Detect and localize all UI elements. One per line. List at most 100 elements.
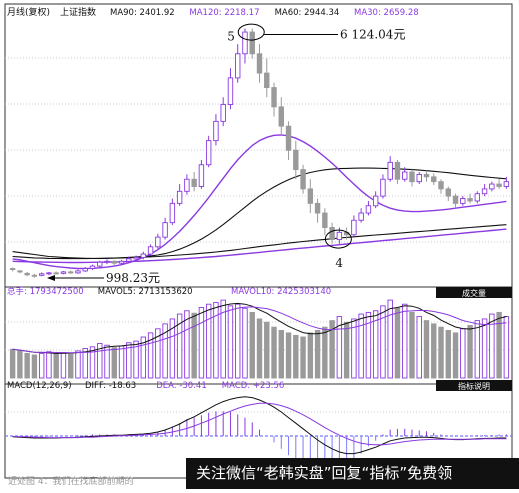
volume-bar xyxy=(416,316,422,379)
candle-body xyxy=(155,236,161,248)
candle-body xyxy=(351,219,357,236)
candle-body xyxy=(329,227,335,241)
volume-bar xyxy=(198,307,205,379)
volume-bar xyxy=(31,354,38,379)
chart-frame xyxy=(4,3,513,479)
volume-button-bg xyxy=(436,287,512,298)
candle-body xyxy=(285,125,292,151)
candle-body xyxy=(176,190,183,204)
macd-dea-line xyxy=(12,402,507,446)
volume-bar xyxy=(68,353,74,379)
candle-body xyxy=(191,178,197,187)
volume-bar xyxy=(387,299,393,379)
volume-bar xyxy=(365,311,372,379)
volume-bar xyxy=(9,348,16,379)
volume-bar xyxy=(307,332,314,379)
candle-body xyxy=(17,270,23,273)
volume-bar xyxy=(60,352,67,379)
volume-bar xyxy=(503,316,510,379)
peak-number-label: 5 xyxy=(227,29,235,43)
candle-body xyxy=(322,212,328,228)
candle-body xyxy=(24,272,30,276)
candle-body xyxy=(409,171,415,183)
ma-line-ma30 xyxy=(12,134,507,270)
candle-body xyxy=(336,231,343,241)
volume-bar xyxy=(169,318,176,379)
candle-body xyxy=(489,183,495,190)
volume-bar xyxy=(140,336,147,379)
volume-bar xyxy=(191,312,197,379)
volume-bar xyxy=(89,346,96,379)
volume-bar xyxy=(438,326,444,379)
volume-bar xyxy=(423,320,430,379)
volume-bar xyxy=(329,320,335,379)
low-arrow-head xyxy=(47,275,55,281)
volume-bar xyxy=(402,303,408,379)
macd-legend-item: DIFF: -18.63 xyxy=(85,381,136,391)
volume-bar xyxy=(452,332,459,379)
volume-bar xyxy=(285,332,292,379)
candle-body xyxy=(82,268,88,272)
volume-bar xyxy=(271,326,277,379)
candle-body xyxy=(235,53,241,79)
volume-bar xyxy=(104,344,110,379)
peak-price-label: 6 124.04元 xyxy=(340,27,405,41)
volume-bar xyxy=(380,305,386,379)
candle-body xyxy=(38,273,45,276)
candle-body xyxy=(53,272,59,275)
peak-circle xyxy=(237,23,265,41)
candle-body xyxy=(213,120,219,142)
volume-bar xyxy=(205,303,212,379)
candle-body xyxy=(358,212,364,221)
ma-legend-item: MA60: 2944.34 xyxy=(275,8,340,18)
mavol-line xyxy=(12,302,507,354)
mavol-line xyxy=(12,306,507,354)
macd-legend-item: MACD: +23.56 xyxy=(222,381,285,391)
candle-body xyxy=(372,195,379,207)
volume-bar xyxy=(162,323,168,379)
volume-bar xyxy=(256,318,263,379)
candle-body xyxy=(307,188,314,204)
volume-bar xyxy=(394,307,401,379)
volume-bar xyxy=(75,350,81,379)
candle-body xyxy=(438,181,444,190)
volume-bar xyxy=(322,326,328,379)
candle-body xyxy=(474,193,481,202)
volume-bar xyxy=(358,313,364,379)
macd-diff-line xyxy=(12,396,507,455)
volume-bar xyxy=(300,336,306,379)
volume-bar xyxy=(293,334,299,379)
ma-line-ma120 xyxy=(12,228,507,264)
volume-legend-item: MAVOL10: 2425303140 xyxy=(231,287,331,297)
ma-legend-item: MA120: 2218.17 xyxy=(189,8,259,18)
volume-bar xyxy=(314,329,321,379)
volume-bar xyxy=(17,350,23,379)
volume-bar xyxy=(24,352,30,379)
volume-bar xyxy=(46,351,52,379)
volume-legend-item: 总手: 1793472500 xyxy=(7,286,84,297)
candle-body xyxy=(60,271,67,274)
candle-body xyxy=(140,253,147,258)
candle-body xyxy=(89,265,96,269)
caption-text: 近处图 4：我们在找底部前期的 xyxy=(8,477,134,487)
candle-body xyxy=(365,205,372,214)
ma-line-ma60 xyxy=(12,167,507,259)
volume-bar xyxy=(227,305,234,379)
volume-bar xyxy=(445,329,451,379)
volume-bar xyxy=(460,328,466,379)
volume-bar xyxy=(220,299,226,379)
trough-circle xyxy=(324,229,352,249)
volume-bar xyxy=(431,323,437,379)
candle-body xyxy=(111,260,117,264)
candle-body xyxy=(503,181,510,187)
trough-number-label: 4 xyxy=(335,256,343,270)
candle-body xyxy=(416,173,422,183)
volume-bar xyxy=(409,311,415,379)
candle-body xyxy=(147,246,154,255)
candle-body xyxy=(380,178,386,197)
candle-body xyxy=(264,72,270,89)
candle-body xyxy=(314,202,321,214)
candle-body xyxy=(402,171,408,180)
candle-body xyxy=(220,103,226,122)
macd-title: MACD(12,26,9) xyxy=(7,381,72,391)
